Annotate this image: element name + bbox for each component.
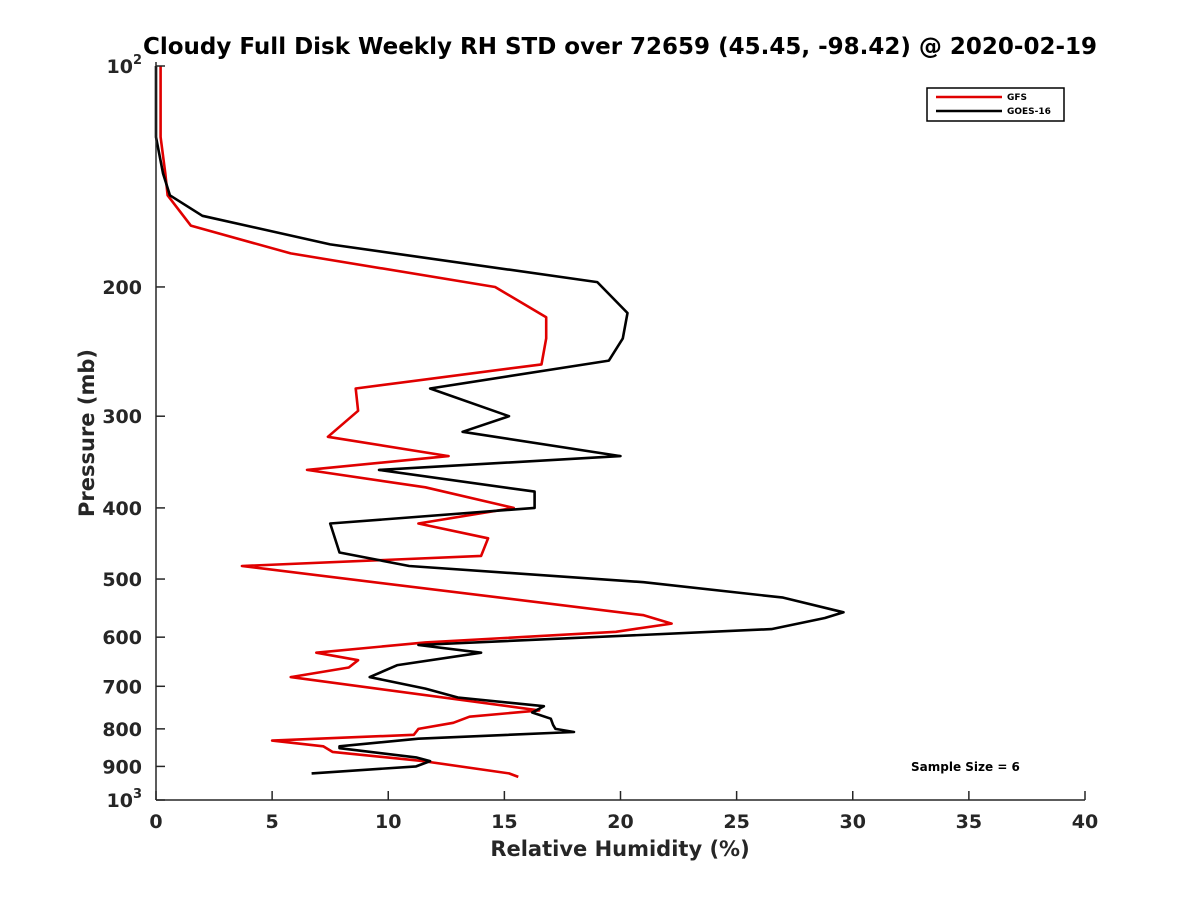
x-tick-label: 0 [149, 811, 162, 833]
y-tick-label: 700 [102, 676, 142, 698]
series-layer [154, 66, 845, 779]
y-axis-label: Pressure (mb) [75, 349, 99, 517]
y-tick-label: 600 [102, 627, 142, 649]
x-tick-label: 40 [1072, 811, 1098, 833]
legend: GFS GOES-16 [926, 87, 1065, 122]
x-tick-label: 5 [266, 811, 279, 833]
ticks-layer: 0 5 10 15 20 25 30 35 40 102 200 300 400 500 600 700 800… [102, 53, 1098, 833]
x-axis-label: Relative Humidity (%) [490, 837, 749, 861]
series-line-gfs [159, 66, 673, 779]
y-tick-label: 400 [102, 498, 142, 520]
legend-label-goes-16: GOES-16 [1007, 107, 1051, 117]
y-tick-label: 300 [102, 406, 142, 428]
y-tick-label: 900 [102, 756, 142, 778]
chart-title: Cloudy Full Disk Weekly RH STD over 7265… [143, 34, 1097, 60]
series-line-goes-16 [154, 66, 845, 775]
axes-layer [155, 62, 1085, 801]
y-tick-label: 500 [102, 569, 142, 591]
x-tick-label: 30 [840, 811, 866, 833]
y-tick-label: 102 [107, 53, 143, 78]
legend-box [926, 87, 1065, 122]
x-tick-label: 10 [375, 811, 401, 833]
x-tick-label: 25 [723, 811, 749, 833]
sample-size-annotation: Sample Size = 6 [911, 760, 1020, 774]
x-tick-label: 15 [491, 811, 517, 833]
y-tick-label: 200 [102, 277, 142, 299]
x-tick-label: 35 [956, 811, 982, 833]
y-tick-label: 103 [107, 787, 143, 812]
legend-label-gfs: GFS [1007, 93, 1027, 103]
y-tick-label: 800 [102, 719, 142, 741]
x-tick-label: 20 [607, 811, 633, 833]
